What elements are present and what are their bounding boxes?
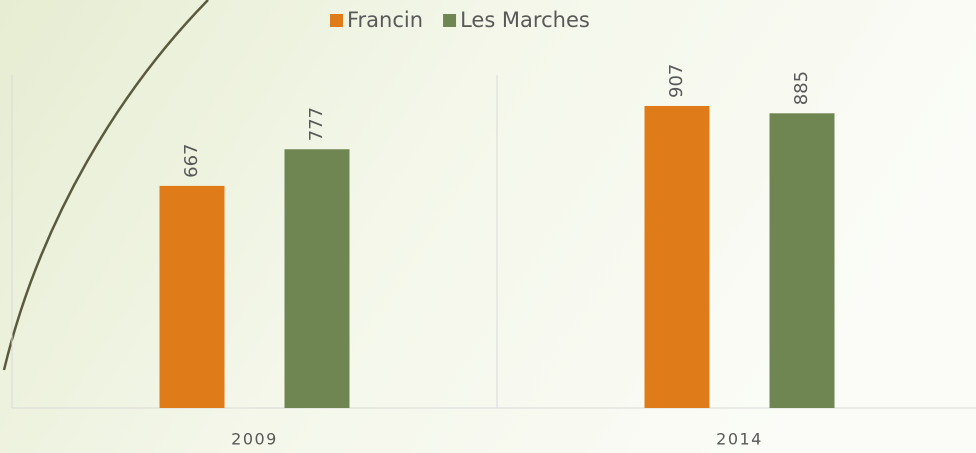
legend: Francin Les Marches <box>330 8 590 32</box>
x-tick-label: 2009 <box>231 430 278 449</box>
legend-swatch <box>443 14 457 27</box>
value-label: 777 <box>306 107 327 141</box>
legend-label: Les Marches <box>460 8 590 32</box>
value-label: 667 <box>181 144 202 178</box>
bar <box>769 113 835 409</box>
legend-swatch <box>330 14 343 27</box>
bar <box>644 105 710 409</box>
bar <box>284 149 350 408</box>
value-label: 907 <box>666 64 687 98</box>
bar <box>159 185 225 408</box>
x-tick-label: 2014 <box>716 430 763 449</box>
value-label: 885 <box>791 71 812 105</box>
decorative-curve <box>2 0 209 371</box>
legend-label: Francin <box>347 8 423 32</box>
